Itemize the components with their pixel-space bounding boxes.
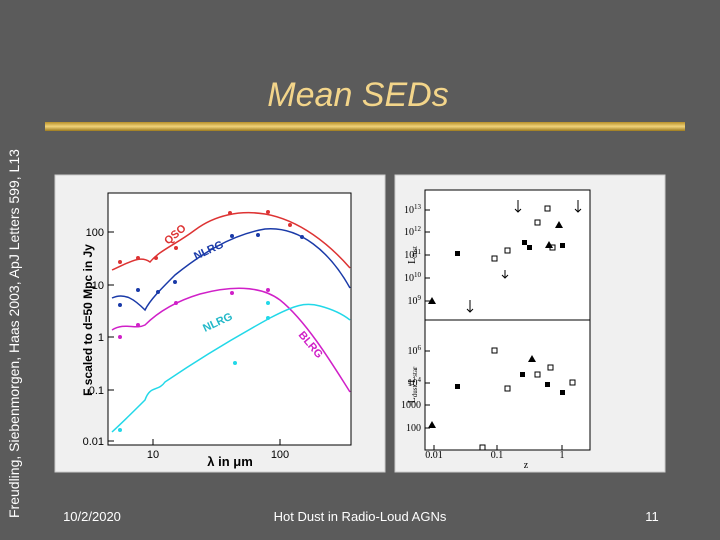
label-part: dust [411, 246, 419, 258]
tick-exp: 10 [414, 271, 422, 279]
y-tick-label: 1000 [401, 400, 421, 411]
plot-box-top [424, 189, 591, 321]
label-part: dust [411, 386, 419, 398]
curve-nlrg-2 [111, 303, 351, 433]
y-tick-label: 1012 [404, 225, 422, 238]
y-tick-label: 0.01 [83, 436, 104, 448]
x-tick-label: 1 [560, 450, 565, 461]
tick-exp: 11 [414, 248, 421, 256]
label-part: L [407, 397, 418, 403]
curve-blrg [111, 287, 351, 393]
plot-box [107, 192, 352, 446]
curve-qso [111, 211, 351, 271]
tick-exp: 6 [418, 344, 422, 352]
tick-base: 1000 [401, 400, 421, 411]
title-bar [45, 122, 685, 131]
points-bottom [428, 355, 565, 428]
x-label: λ in μm [207, 454, 253, 469]
tick-base: 10 [408, 346, 418, 357]
tick-exp: 4 [418, 376, 422, 384]
y-tick-label: 100 [86, 227, 104, 239]
x-tick-label: 0.1 [491, 450, 504, 461]
tick-exp: 12 [414, 225, 422, 233]
x-tick-label: 100 [271, 449, 289, 461]
y-label-bottom: Ldust/Lstar [407, 366, 419, 403]
y-tick-label: 0.1 [89, 385, 104, 397]
y-tick-label: 10 [92, 280, 104, 292]
points-blrg [118, 288, 270, 339]
tick-base: 10 [404, 205, 414, 216]
y-tick-label: 109 [408, 294, 422, 307]
label-part: /L [407, 377, 418, 386]
figure-right: Ldust Ldust/Lstar z [394, 174, 666, 473]
points-qso [118, 210, 292, 264]
title: Mean SEDs [267, 76, 448, 114]
points-nlrg [118, 233, 304, 307]
plot-box-bottom [424, 319, 591, 451]
footer-page: 11 [645, 509, 659, 524]
tick-base: 10 [408, 296, 418, 307]
tick-base: 10 [404, 273, 414, 284]
points-bottom-open [479, 347, 576, 451]
tick-base: 100 [406, 423, 421, 434]
tick-exp: 9 [418, 294, 422, 302]
x-label: z [524, 460, 529, 471]
y-tick-label: 104 [408, 376, 422, 389]
points-top-open [466, 200, 582, 313]
y-tick-label: 106 [408, 344, 422, 357]
y-label-top: Ldust [407, 246, 419, 264]
figure-left: F scaled to d=50 Mpc in Jy λ in μm QSO N… [54, 174, 386, 473]
points-cyan [118, 301, 270, 432]
x-tick-label: 10 [147, 449, 159, 461]
y-tick-label: 1011 [404, 248, 421, 261]
y-tick-label: 100 [406, 423, 421, 434]
y-tick-label: 1 [98, 332, 104, 344]
y-label: F scaled to d=50 Mpc in Jy [81, 244, 95, 396]
x-tick-label: 0.01 [425, 450, 443, 461]
points-top [428, 221, 565, 304]
label-part: L [407, 258, 418, 264]
y-tick-label: 1010 [404, 271, 422, 284]
footer-date: 10/2/2020 [63, 509, 121, 524]
tick-base: 10 [404, 250, 414, 261]
label-part: star [411, 366, 419, 377]
tick-exp: 13 [414, 203, 422, 211]
y-tick-label: 1013 [404, 203, 422, 216]
side-note: Freudling, Siebenmorgen, Haas 2003, ApJ … [6, 149, 22, 518]
tick-base: 10 [408, 378, 418, 389]
footer-text: Hot Dust in Radio-Loud AGNs [274, 509, 447, 524]
tick-base: 10 [404, 227, 414, 238]
